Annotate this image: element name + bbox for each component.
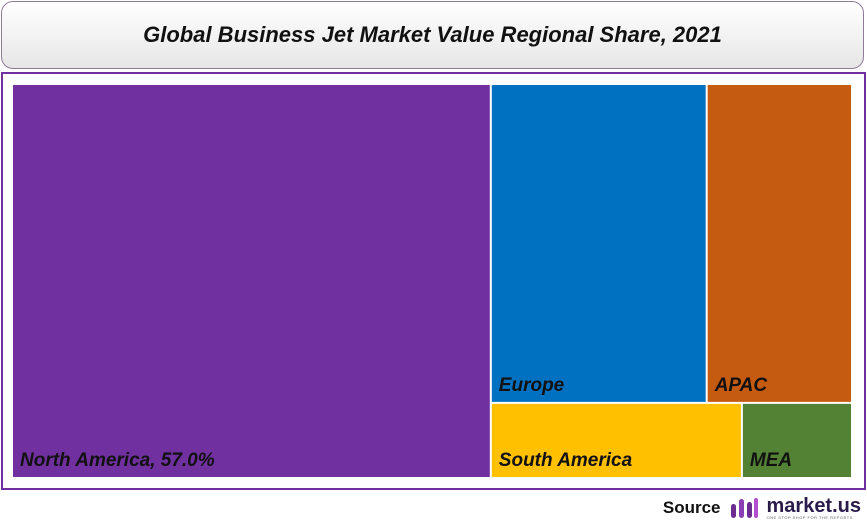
chart-frame [1,72,866,490]
tagline: ONE STOP SHOP FOR THE REPORTS [766,514,853,520]
logo-icon [730,498,758,518]
source-label: Source [662,498,721,517]
tile [491,85,706,402]
source: Source market.us ONE STOP SHOP FOR THE R… [663,494,861,522]
tile-label: South America [499,450,633,471]
tile [13,85,490,477]
tile [707,85,851,402]
tile-label: Europe [499,375,565,396]
tile [742,403,851,477]
chart-title: Global Business Jet Market Value Regiona… [1,1,864,69]
tile [491,403,741,477]
tile-label: MEA [750,450,792,471]
tile-label: North America, 57.0% [20,450,215,471]
brand: market.us [766,494,862,517]
logo-text: market.us ONE STOP SHOP FOR THE REPORTS [766,494,862,520]
tile-label: APAC [714,375,768,396]
